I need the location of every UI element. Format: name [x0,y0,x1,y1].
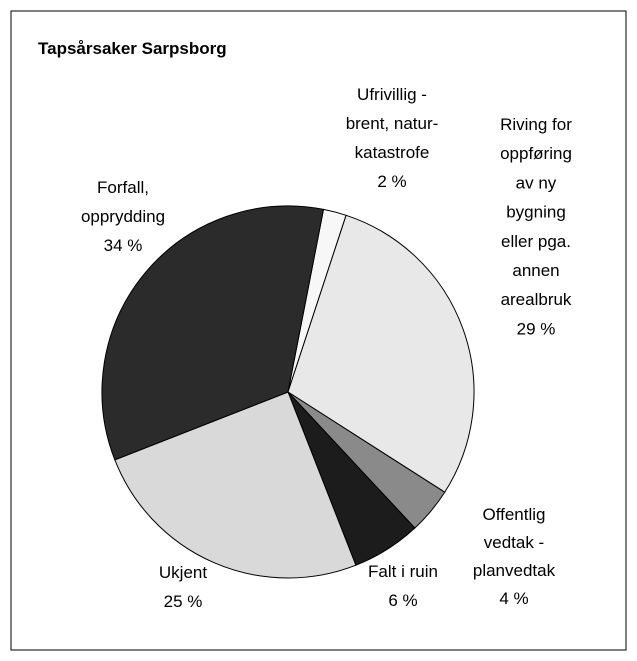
slice-label: vedtak - [484,533,544,552]
value-label: 29 % [517,319,556,338]
slice-label: opprydding [81,207,165,226]
pie-slice [114,391,357,579]
slice-label: katastrofe [355,143,430,162]
chart-title: Tapsårsaker Sarpsborg [38,39,227,58]
slice-label: Ufrivillig - [357,85,427,104]
slice-label: brent, natur- [346,114,439,133]
slice-label: av ny [516,173,557,192]
slice-label: planvedtak [473,561,556,580]
value-label: 25 % [164,592,203,611]
slice-label: Forfall, [97,178,149,197]
slice-label: Offentlig [482,505,545,524]
slice-label: Falt i ruin [368,562,438,581]
value-label: 4 % [499,589,528,608]
slice-label: Riving for [500,115,572,134]
slice-label: eller pga. [501,232,571,251]
pie-slice [287,214,475,493]
slice-label: annen [512,261,559,280]
value-label: 6 % [388,591,417,610]
slice-label: bygning [506,203,566,222]
slice-label: oppføring [500,144,572,163]
value-label: 34 % [104,236,143,255]
value-label: 2 % [377,172,406,191]
slice-label: Ukjent [159,563,207,582]
pie-slice [101,205,325,461]
slice-label: arealbruk [501,290,572,309]
